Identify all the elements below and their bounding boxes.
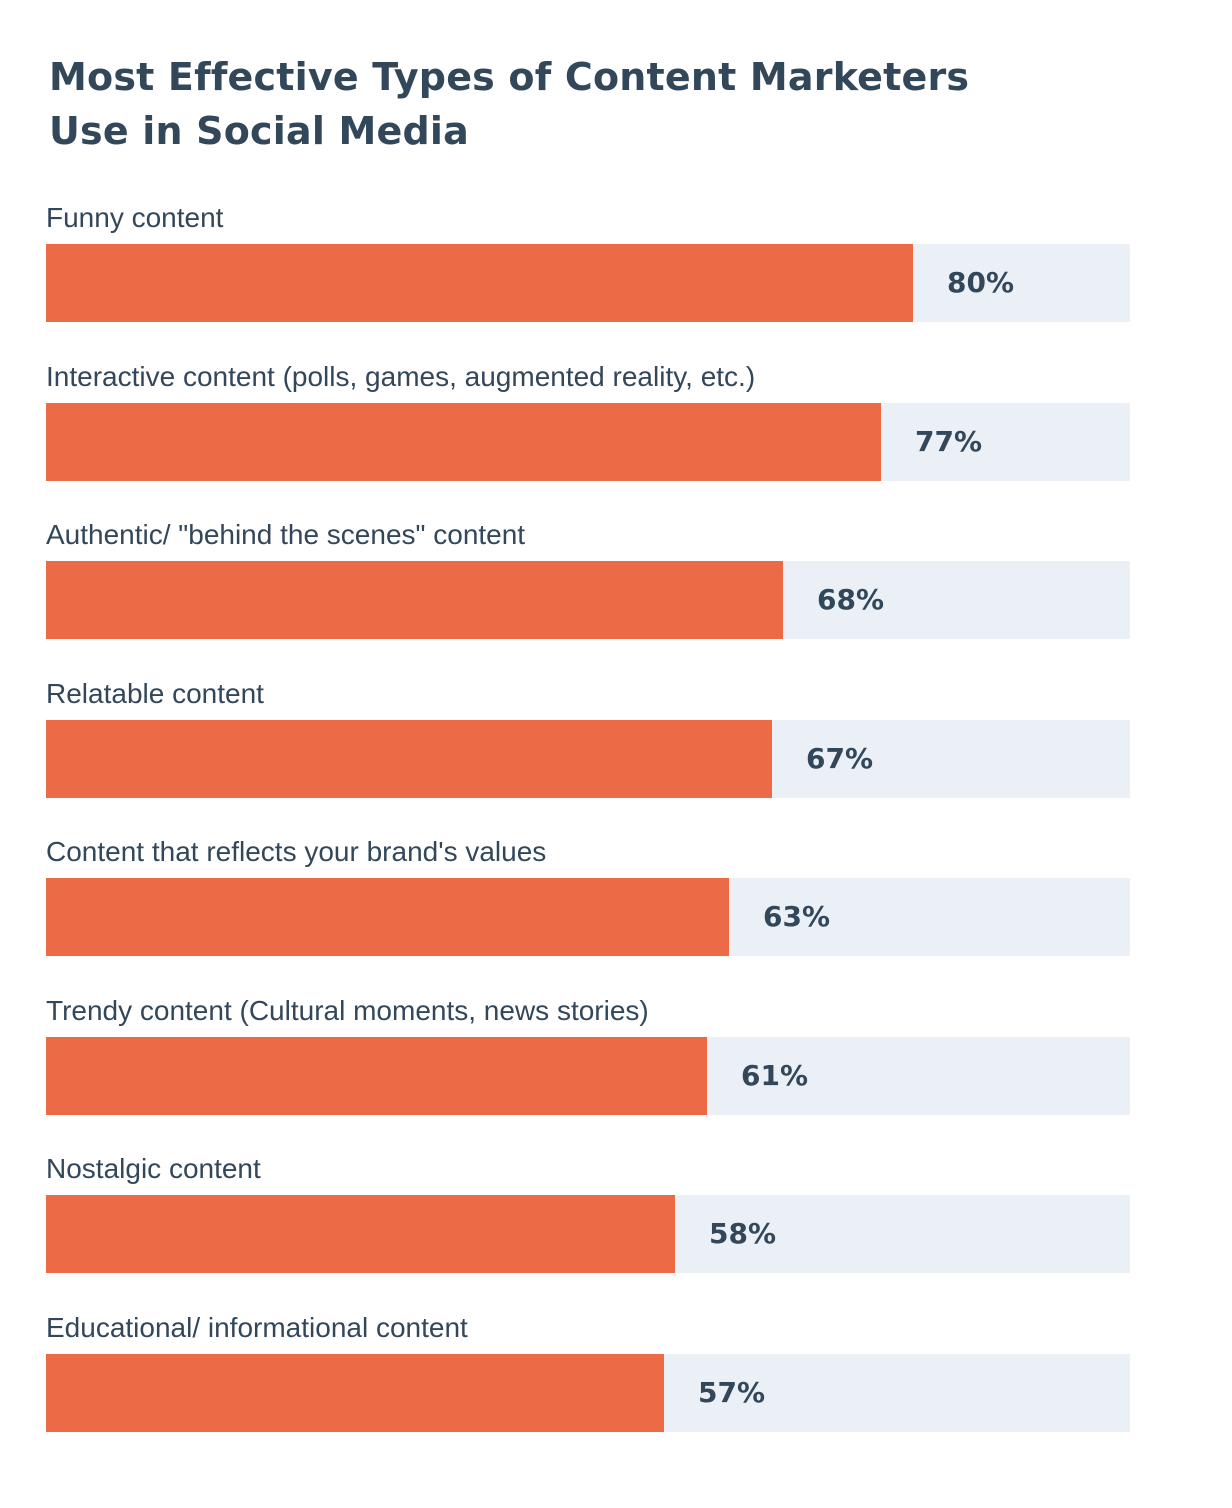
data-label: 63% — [763, 900, 831, 933]
bar-track: 57% — [46, 1354, 1130, 1432]
bar-track: 68% — [46, 561, 1130, 639]
bar-row: Interactive content (polls, games, augme… — [46, 357, 1130, 517]
bar-row: Relatable content 67% — [46, 674, 1130, 834]
data-label: 67% — [806, 742, 874, 775]
data-label: 61% — [741, 1059, 809, 1092]
data-label: 77% — [915, 425, 983, 458]
data-label: 68% — [817, 583, 885, 616]
bar-track: 61% — [46, 1037, 1130, 1115]
bar-track: 63% — [46, 878, 1130, 956]
bar — [46, 1195, 675, 1273]
bar-track: 67% — [46, 720, 1130, 798]
bar — [46, 878, 729, 956]
category-label: Nostalgic content — [46, 1153, 261, 1184]
data-label: 80% — [947, 266, 1015, 299]
bar — [46, 720, 772, 798]
category-label: Relatable content — [46, 678, 264, 709]
bar-row: Content that reflects your brand's value… — [46, 832, 1130, 992]
bar-track: 58% — [46, 1195, 1130, 1273]
bar-row: Educational/ informational content 57% — [46, 1308, 1130, 1468]
category-label: Content that reflects your brand's value… — [46, 836, 547, 867]
bar — [46, 1354, 664, 1432]
bar-row: Trendy content (Cultural moments, news s… — [46, 991, 1130, 1151]
chart-title: Most Effective Types of Content Marketer… — [49, 50, 1049, 158]
bar — [46, 561, 783, 639]
chart-title-line-2: Use in Social Media — [49, 109, 469, 153]
chart-title-line-1: Most Effective Types of Content Marketer… — [49, 55, 970, 99]
bar-row: Nostalgic content 58% — [46, 1149, 1130, 1309]
bar-track: 80% — [46, 244, 1130, 322]
category-label: Funny content — [46, 202, 224, 233]
bar-chart: Funny content 80% Interactive content (pol… — [46, 0, 1130, 1508]
data-label: 58% — [709, 1217, 777, 1250]
bar — [46, 244, 913, 322]
bar-row: Funny content 80% — [46, 198, 1130, 358]
category-label: Authentic/ "behind the scenes" content — [46, 519, 526, 550]
bar-row: Authentic/ "behind the scenes" content 68… — [46, 515, 1130, 675]
data-label: 57% — [698, 1376, 766, 1409]
category-label: Educational/ informational content — [46, 1312, 468, 1343]
category-label: Interactive content (polls, games, augme… — [46, 361, 756, 392]
category-label: Trendy content (Cultural moments, news s… — [46, 995, 649, 1026]
bar-track: 77% — [46, 403, 1130, 481]
bar — [46, 1037, 707, 1115]
bar — [46, 403, 881, 481]
